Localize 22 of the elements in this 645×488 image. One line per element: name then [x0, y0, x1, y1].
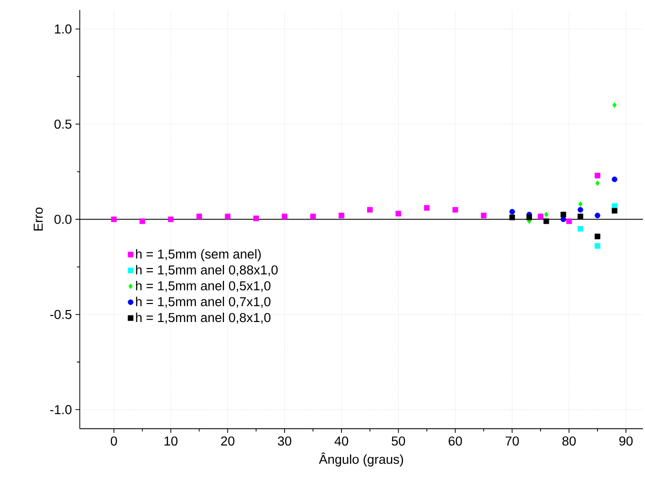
legend-label: h = 1,5mm anel 0,8x1,0 [136, 312, 270, 324]
legend-label: h = 1,5mm anel 0,88x1,0 [136, 264, 278, 276]
y-tick-label: 1.0 [54, 24, 72, 34]
x-tick-label: 70 [506, 436, 519, 446]
x-tick-label: 0 [110, 436, 117, 446]
y-tick-label: 0.0 [54, 214, 72, 224]
x-tick-label: 10 [164, 436, 178, 446]
x-tick-label: 30 [278, 436, 292, 446]
x-tick-label: 50 [392, 436, 406, 446]
x-tick-label: 80 [562, 436, 576, 446]
x-tick-label: 20 [221, 436, 234, 446]
y-tick-label: -0.5 [50, 310, 72, 319]
legend-label: h = 1,5mm (sem anel) [136, 248, 261, 261]
x-tick-label: 90 [619, 436, 633, 446]
y-axis-title: Erro [34, 207, 43, 230]
y-tick-label: 0.5 [54, 119, 72, 129]
x-tick-label: 40 [334, 436, 348, 446]
legend-label: h = 1,5mm anel 0,7x1,0 [136, 296, 270, 308]
legend-label: h = 1,5mm anel 0,5x1,0 [136, 280, 270, 292]
y-tick-label: -1.0 [50, 404, 72, 414]
x-axis-title: Ângulo (graus) [318, 452, 404, 466]
x-tick-label: 60 [448, 436, 462, 446]
